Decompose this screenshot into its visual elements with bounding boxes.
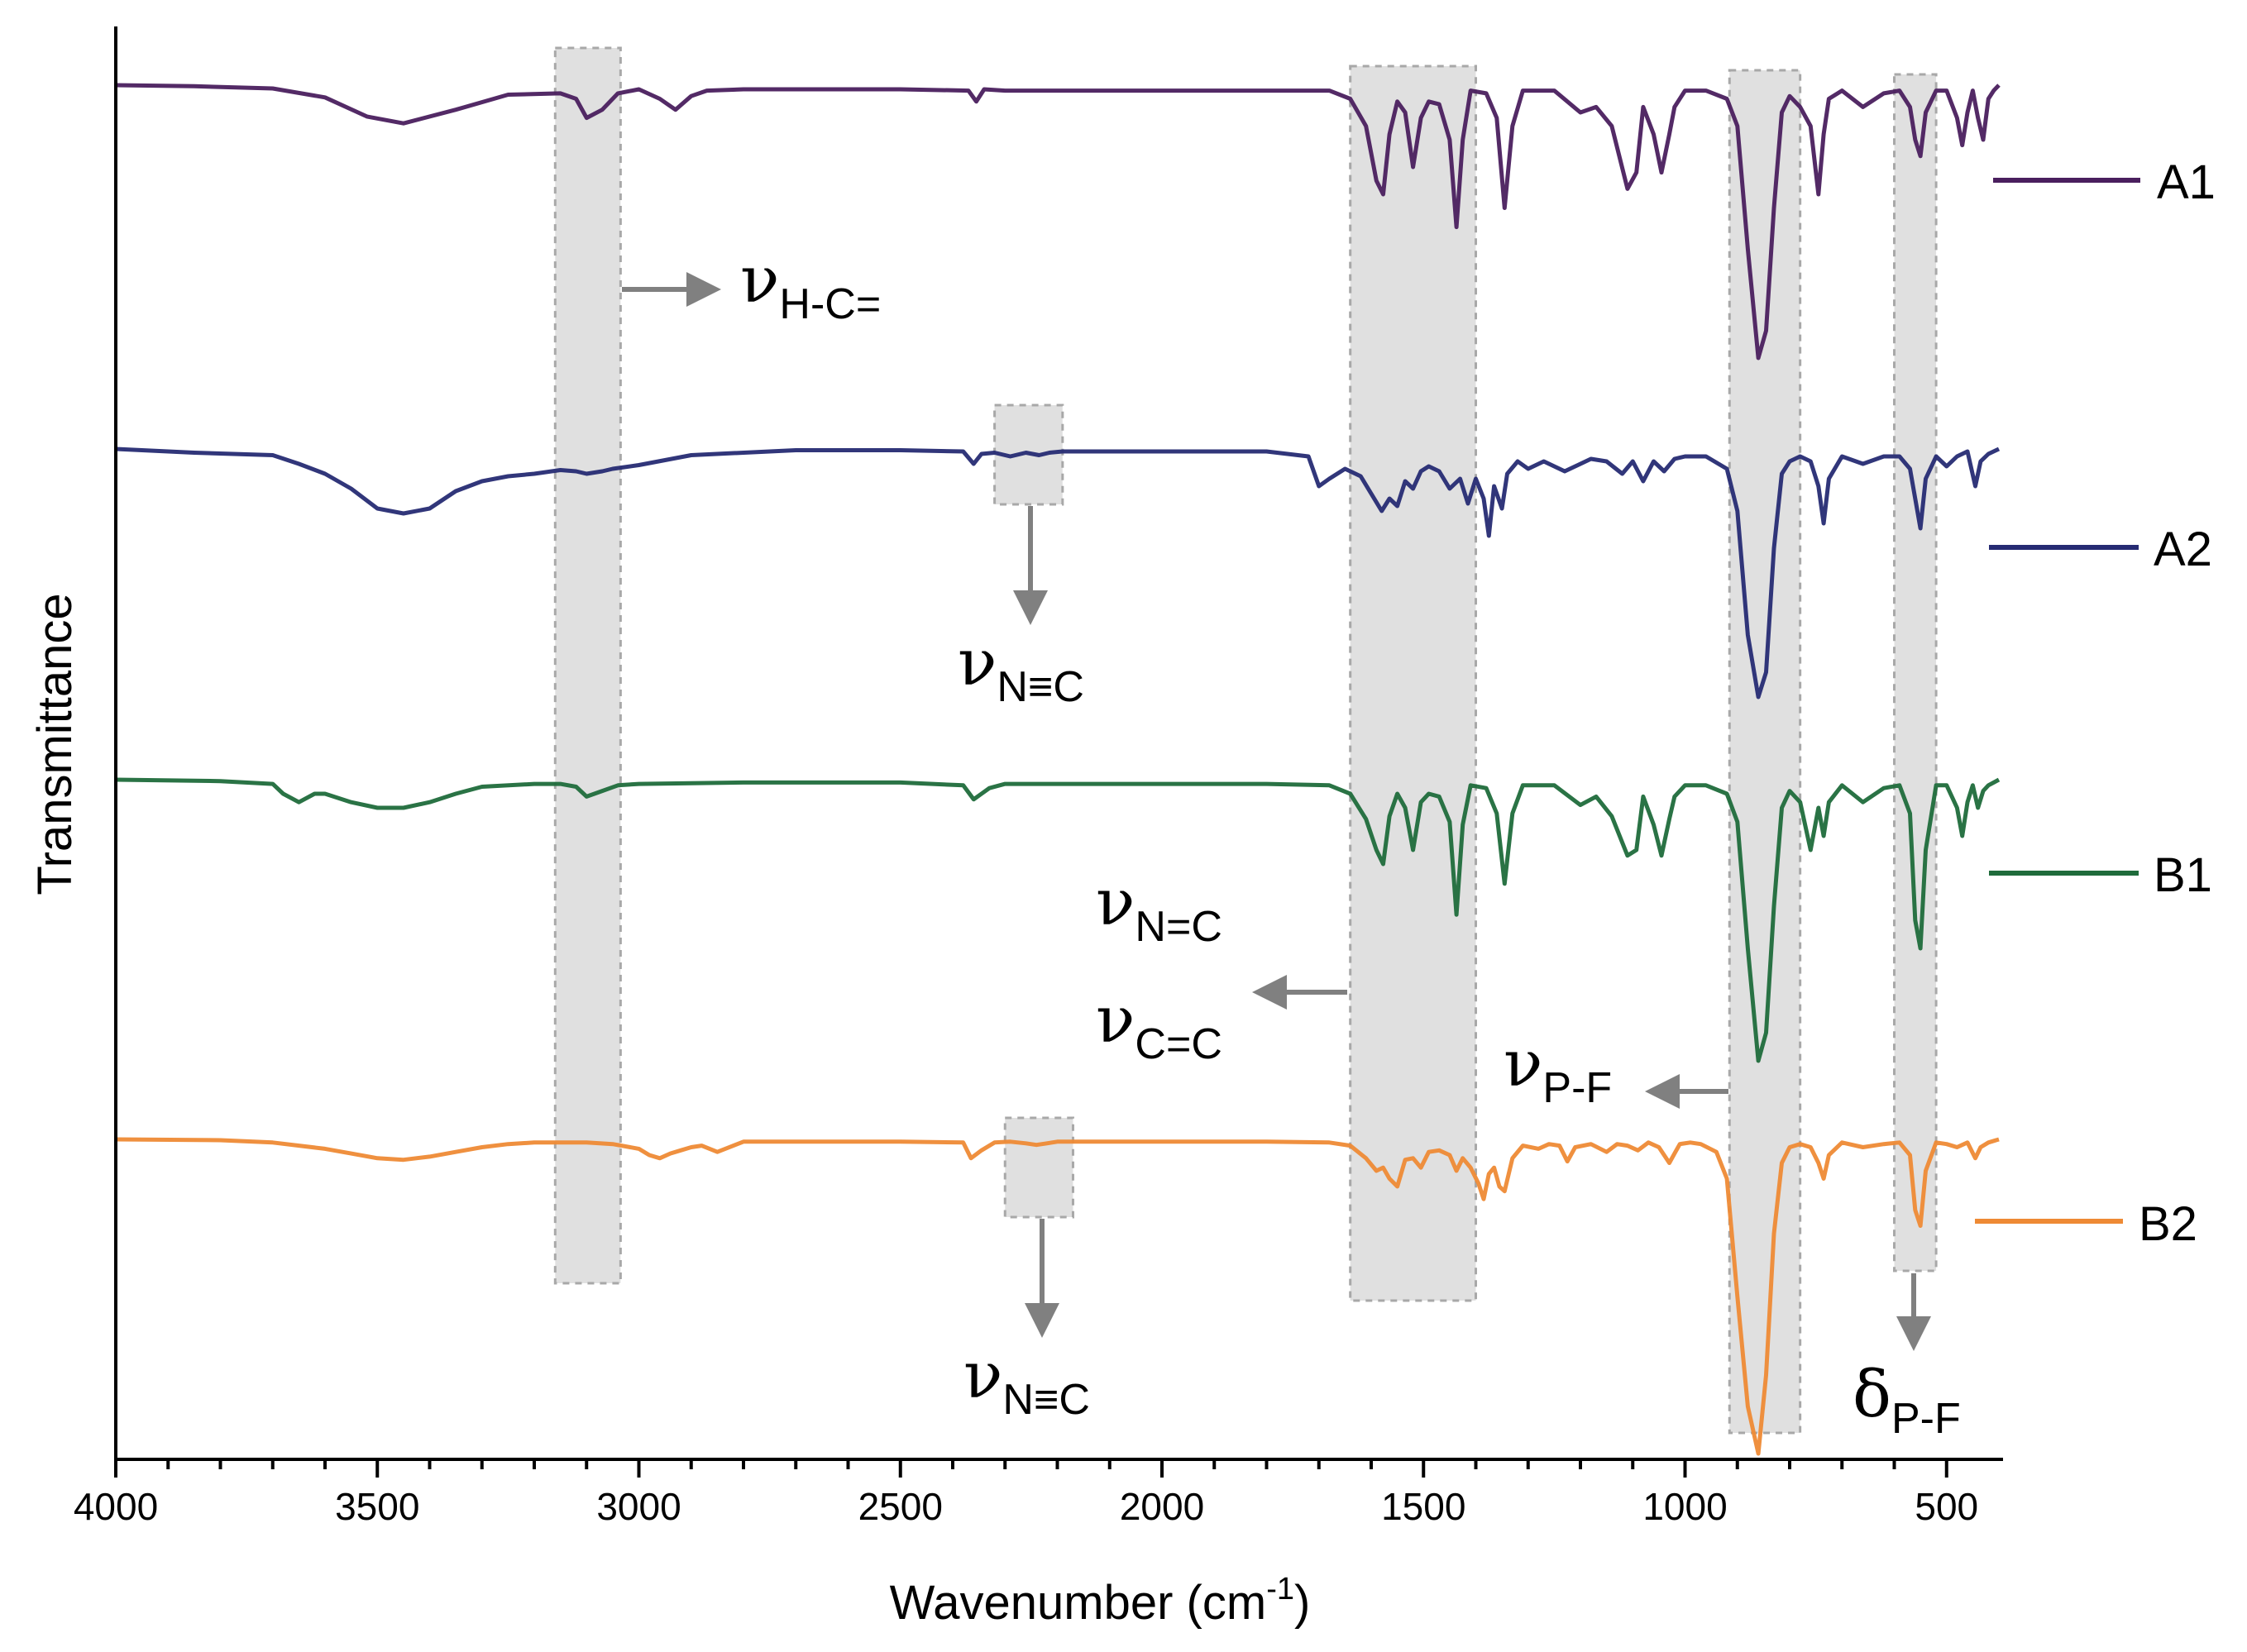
label-nu-c-c-symbol: ν xyxy=(1096,983,1135,1058)
x-tick-label: 2000 xyxy=(1120,1485,1204,1528)
label-nu-n-c-sub: N=C xyxy=(1135,903,1222,951)
label-delta-p-f: δP-F xyxy=(1853,1358,1961,1443)
spectra xyxy=(115,83,2001,1456)
series-b1-line xyxy=(115,777,2001,1063)
band-p-f-stretch xyxy=(1728,69,1802,1435)
label-nu-nitrile-a2: νN≡C xyxy=(958,626,1084,711)
x-tick-label: 3500 xyxy=(335,1485,419,1528)
x-axis-title: Wavenumber (cm-1) xyxy=(890,1572,1311,1630)
label-nu-nitrile-a2-sub: N≡C xyxy=(997,663,1083,711)
y-axis-title: Transmittance xyxy=(28,593,82,895)
x-tick-label: 2500 xyxy=(858,1485,943,1528)
label-nu-nitrile-b2-symbol: ν xyxy=(963,1339,1002,1413)
band-n-c-c-c xyxy=(1349,64,1477,1302)
series-a2-line xyxy=(115,446,2001,699)
label-delta-p-f-sub: P-F xyxy=(1891,1395,1961,1443)
x-axis-title-main: Wavenumber (cm xyxy=(890,1576,1267,1630)
x-axis-title-close: ) xyxy=(1294,1576,1310,1630)
x-tick-label: 1500 xyxy=(1381,1485,1465,1528)
label-delta-p-f-symbol: δ xyxy=(1853,1358,1891,1432)
label-nu-n-c: νN=C xyxy=(1096,866,1222,951)
label-nu-c-c: νC=C xyxy=(1096,983,1222,1068)
legend-label-a1: A1 xyxy=(2157,155,2216,209)
label-nu-p-f-sub: P-F xyxy=(1542,1064,1612,1112)
series-b2-line xyxy=(115,1137,2000,1456)
label-nu-h-c-symbol: ν xyxy=(740,243,779,318)
x-tick-label: 3000 xyxy=(596,1485,681,1528)
legend: A1 A2 B1 B2 xyxy=(1975,155,2216,1251)
annotation-labels: νH-C= νN≡C νN=C νC=C νP-F νN≡C δP-F xyxy=(740,243,1961,1443)
highlight-bands xyxy=(553,46,1938,1435)
x-tick-label: 1000 xyxy=(1642,1485,1727,1528)
label-nu-p-f: νP-F xyxy=(1504,1027,1612,1112)
band-h-c xyxy=(553,46,622,1285)
legend-label-a2: A2 xyxy=(2154,523,2212,576)
label-nu-h-c-sub: H-C= xyxy=(779,280,881,328)
band-p-f-bend xyxy=(1893,73,1938,1272)
x-axis-title-sup: -1 xyxy=(1266,1572,1294,1607)
label-nu-n-c-symbol: ν xyxy=(1096,866,1135,940)
x-ticks: 4000 3500 3000 2500 2000 1500 1000 500 xyxy=(74,1459,1978,1528)
label-nu-nitrile-a2-symbol: ν xyxy=(958,626,997,700)
series-a1-line xyxy=(115,83,2001,360)
x-tick-label: 4000 xyxy=(74,1485,158,1528)
label-nu-nitrile-b2: νN≡C xyxy=(963,1339,1090,1424)
label-nu-nitrile-b2-sub: N≡C xyxy=(1002,1376,1089,1424)
annotation-arrows xyxy=(622,272,1931,1351)
band-nitrile-b2 xyxy=(1003,1116,1074,1219)
label-nu-h-c: νH-C= xyxy=(740,243,881,328)
label-nu-p-f-symbol: ν xyxy=(1504,1027,1542,1101)
axes: 4000 3500 3000 2500 2000 1500 1000 500 xyxy=(74,26,2003,1528)
legend-label-b2: B2 xyxy=(2139,1197,2197,1251)
legend-label-b1: B1 xyxy=(2154,848,2212,902)
x-tick-label: 500 xyxy=(1915,1485,1978,1528)
label-nu-c-c-sub: C=C xyxy=(1135,1020,1222,1068)
